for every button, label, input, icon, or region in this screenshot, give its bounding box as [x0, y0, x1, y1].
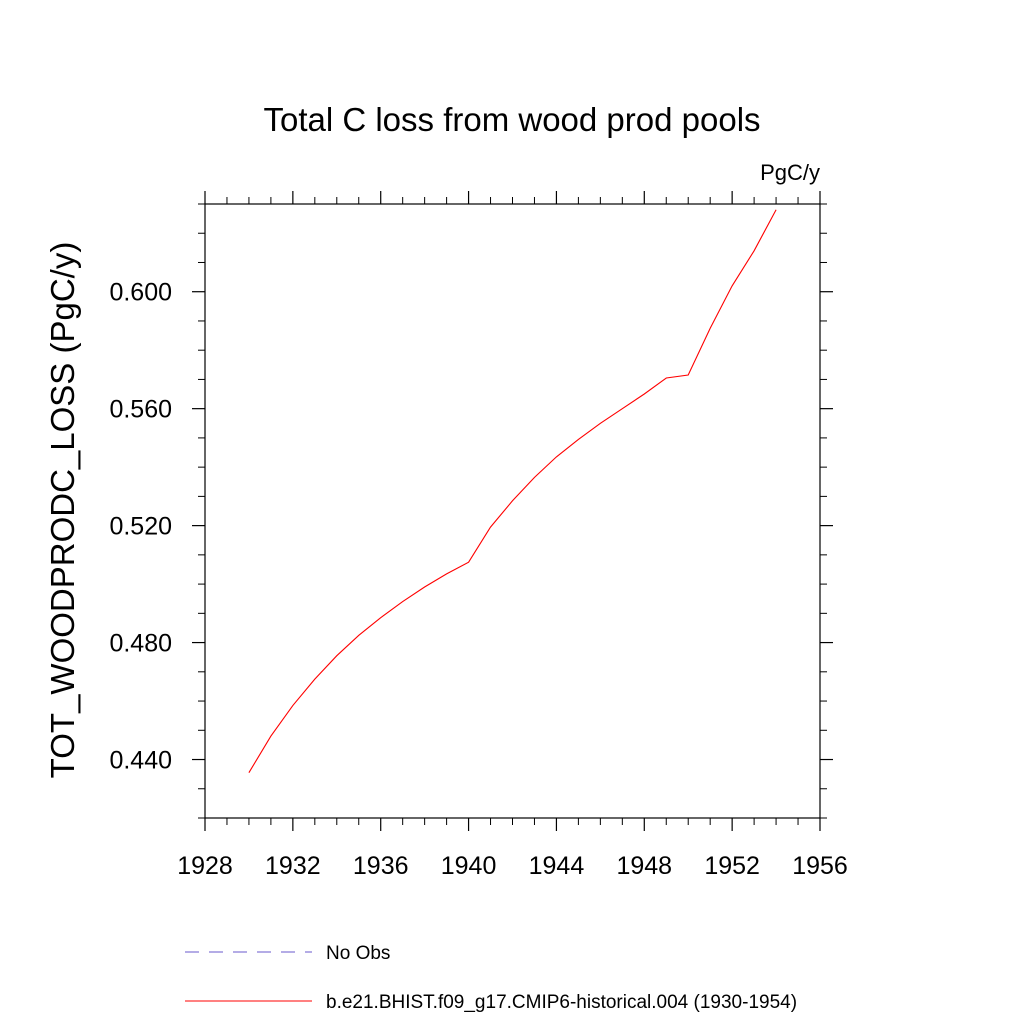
x-tick-label: 1948 — [616, 852, 672, 880]
x-tick-label: 1956 — [792, 852, 848, 880]
y-tick-label: 0.440 — [109, 747, 172, 775]
y-tick-label: 0.600 — [109, 279, 172, 307]
y-axis-label: TOT_WOODPRODC_LOSS (PgC/y) — [44, 242, 81, 779]
ticks: 1928 1932 1936 1940 1944 1948 1952 1956 0.440 0.4… — [109, 191, 848, 880]
series-line-1 — [248, 209, 777, 773]
x-tick-label: 1952 — [704, 852, 760, 880]
x-tick-label: 1928 — [177, 852, 233, 880]
units-label: PgC/y — [760, 160, 820, 185]
y-tick-label: 0.560 — [109, 396, 172, 424]
legend: No Obs b.e21.BHIST.f09_g17.CMIP6-historic… — [185, 943, 797, 1013]
y-tick-label: 0.520 — [109, 513, 172, 541]
chart-title: Total C loss from wood prod pools — [263, 101, 760, 138]
legend-label-1: b.e21.BHIST.f09_g17.CMIP6-historical.004… — [326, 992, 797, 1013]
y-tick-label: 0.480 — [109, 630, 172, 658]
x-tick-label: 1936 — [353, 852, 409, 880]
x-tick-label: 1940 — [441, 852, 497, 880]
x-tick-label: 1944 — [529, 852, 585, 880]
plot-frame — [204, 203, 821, 819]
series-lines — [248, 209, 777, 773]
axes — [204, 203, 821, 819]
legend-label-0: No Obs — [326, 943, 390, 964]
x-tick-label: 1932 — [265, 852, 321, 880]
